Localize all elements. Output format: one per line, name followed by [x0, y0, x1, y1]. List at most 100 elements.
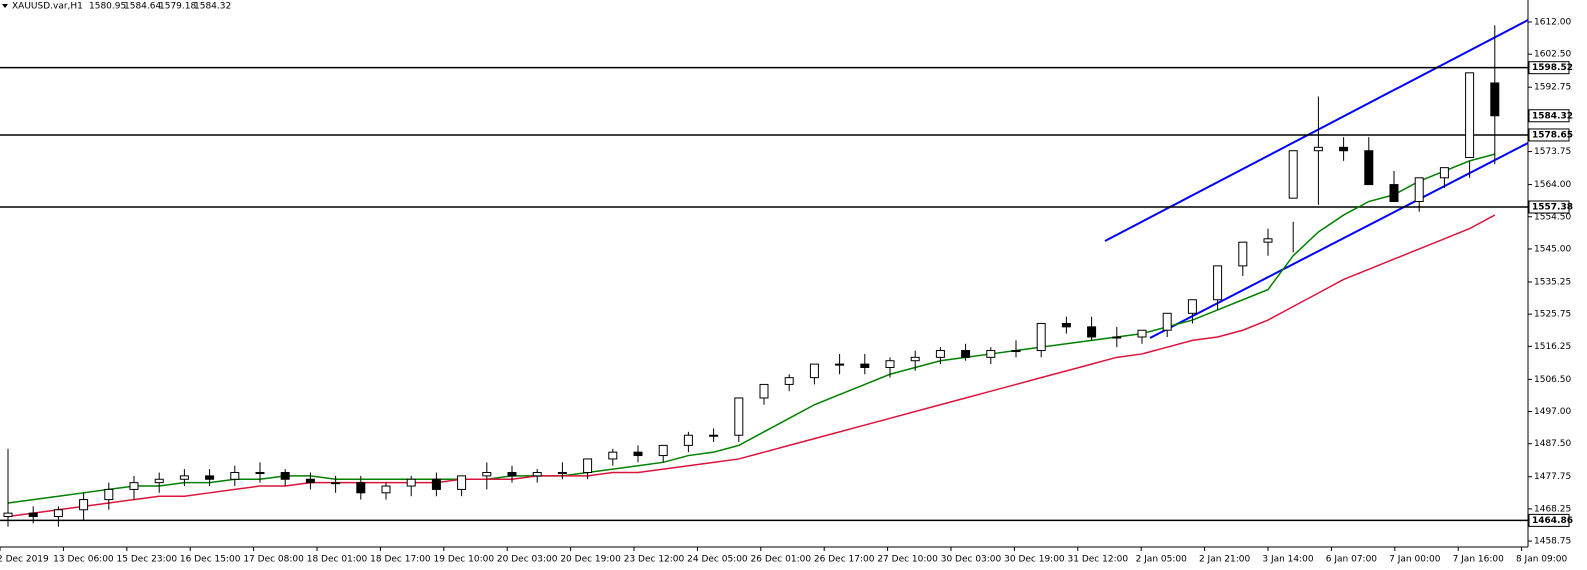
- candle-body: [759, 383, 769, 399]
- candle-body: [1339, 146, 1349, 152]
- candle-body: [910, 356, 920, 362]
- x-tick-label: 15 Dec 23:00: [117, 555, 178, 565]
- candle-body: [406, 478, 416, 487]
- candle-body: [230, 471, 240, 480]
- level-label-box: [1528, 61, 1570, 75]
- candle-body: [709, 434, 719, 437]
- candle-body: [583, 458, 593, 473]
- x-tick-label: 17 Dec 08:00: [243, 555, 304, 565]
- header-low: 1579.18: [159, 2, 196, 12]
- level-label: 1578.65: [1532, 130, 1573, 140]
- candle-body: [658, 444, 668, 457]
- moving-average: [7, 214, 1496, 518]
- candle-body: [104, 488, 114, 501]
- y-tick-label: 1458.75: [1534, 537, 1571, 547]
- x-tick-label: 20 Dec 19:00: [560, 555, 621, 565]
- level-label-box: [1528, 200, 1570, 214]
- x-tick-label: 20 Dec 03:00: [497, 555, 558, 565]
- trend-line: [1149, 142, 1529, 339]
- level-label: 1464.86: [1532, 516, 1573, 526]
- level-label-box: [1528, 513, 1570, 527]
- x-tick-label: 30 Dec 19:00: [1004, 555, 1065, 565]
- candle-body: [1288, 150, 1298, 199]
- candle-body: [961, 350, 971, 358]
- y-tick-label: 1554.50: [1534, 212, 1571, 222]
- candle-body: [1112, 336, 1122, 339]
- x-tick-label: 24 Dec 05:00: [687, 555, 748, 565]
- y-tick-label: 1497.00: [1534, 407, 1571, 417]
- candle-body: [507, 471, 517, 477]
- candle-body: [885, 360, 895, 368]
- candle-body: [1364, 150, 1374, 186]
- candle-body: [986, 350, 996, 358]
- moving-average: [7, 153, 1495, 504]
- candle-body: [1313, 146, 1323, 152]
- header-arrow: [2, 4, 8, 8]
- x-tick-label: 26 Dec 01:00: [751, 555, 812, 565]
- x-tick-label: 2 Jan 21:00: [1199, 555, 1251, 565]
- candle-body: [1414, 177, 1424, 203]
- x-tick-label: 18 Dec 17:00: [370, 555, 431, 565]
- header-open: 1580.95: [89, 2, 126, 12]
- candle-body: [431, 478, 441, 490]
- x-tick-label: 18 Dec 01:00: [307, 555, 368, 565]
- y-tick-label: 1545.00: [1534, 244, 1571, 254]
- level-label: 1557.38: [1532, 203, 1573, 213]
- candle-body: [557, 471, 567, 474]
- candle-body: [280, 471, 290, 480]
- candle-body: [53, 509, 63, 518]
- x-tick-label: 12 Dec 2019: [0, 555, 49, 565]
- candle-body: [835, 363, 845, 366]
- candle-body: [608, 451, 618, 460]
- x-tick-label: 30 Dec 03:00: [941, 555, 1002, 565]
- price-label: 1584.32: [1532, 111, 1573, 121]
- y-tick-label: 1612.00: [1534, 18, 1571, 28]
- candle-body: [205, 475, 215, 480]
- candle-body: [1465, 72, 1475, 158]
- candle-body: [79, 499, 89, 511]
- candle-body: [482, 471, 492, 477]
- level-label: 1598.52: [1532, 63, 1573, 73]
- x-tick-label: 31 Dec 12:00: [1068, 555, 1129, 565]
- candle-body: [28, 512, 38, 518]
- candle-body: [683, 434, 693, 446]
- candle-body: [784, 377, 794, 385]
- header-high: 1584.64: [124, 2, 161, 12]
- candle-body: [1490, 82, 1500, 117]
- x-tick-label: 23 Dec 12:00: [624, 555, 685, 565]
- candle-body: [1137, 329, 1147, 338]
- candle-body: [129, 482, 139, 490]
- candle-body: [1061, 322, 1071, 328]
- candle-body: [179, 475, 189, 480]
- price-label-box: [1528, 109, 1570, 123]
- candle-body: [1162, 312, 1172, 331]
- y-tick-label: 1564.00: [1534, 180, 1571, 190]
- candle-body: [305, 478, 315, 484]
- x-tick-label: 16 Dec 15:00: [180, 555, 241, 565]
- x-tick-label: 19 Dec 10:00: [434, 555, 495, 565]
- candle-body: [331, 482, 341, 485]
- symbol: XAUUSD.var,H1: [12, 2, 83, 12]
- y-tick-label: 1506.50: [1534, 375, 1571, 385]
- y-tick-label: 1525.75: [1534, 310, 1571, 320]
- x-tick-label: 8 Jan 09:00: [1516, 555, 1568, 565]
- trend-line: [1104, 19, 1529, 242]
- x-tick-label: 6 Jan 07:00: [1326, 555, 1378, 565]
- x-tick-label: 13 Dec 06:00: [53, 555, 114, 565]
- candle-body: [154, 478, 164, 484]
- candle-body: [633, 451, 643, 457]
- y-tick-label: 1487.50: [1534, 439, 1571, 449]
- candle-body: [3, 512, 13, 518]
- candle-body: [1187, 299, 1197, 314]
- candle-body: [532, 471, 542, 477]
- candle-body: [1238, 241, 1248, 267]
- candle-body: [1011, 350, 1021, 353]
- y-tick-label: 1592.75: [1534, 83, 1571, 93]
- candle-body: [860, 363, 870, 368]
- candle-body: [1263, 238, 1273, 243]
- x-tick-label: 3 Jan 14:00: [1262, 555, 1314, 565]
- y-tick-label: 1516.25: [1534, 342, 1571, 352]
- y-tick-label: 1573.75: [1534, 147, 1571, 157]
